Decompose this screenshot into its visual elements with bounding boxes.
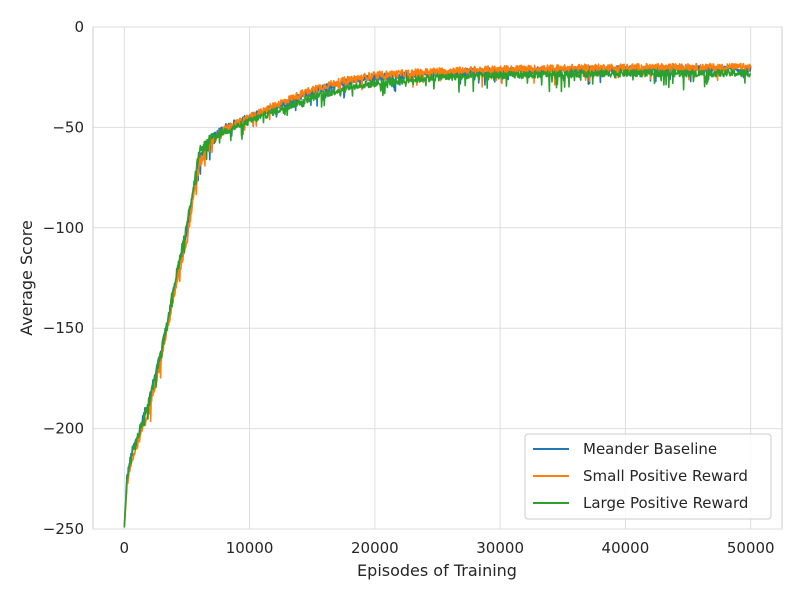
series-line <box>123 68 751 528</box>
y-tick-label: 0 <box>74 18 84 36</box>
legend-label: Small Positive Reward <box>583 467 748 485</box>
legend-label: Meander Baseline <box>583 440 717 458</box>
legend-label: Large Positive Reward <box>583 494 748 512</box>
y-axis-title: Average Score <box>17 220 36 336</box>
y-tick-label: −250 <box>43 520 84 538</box>
y-tick-label: −100 <box>43 219 84 237</box>
legend-box <box>524 433 772 520</box>
x-axis-title: Episodes of Training <box>357 561 517 580</box>
y-tick-label: −200 <box>43 420 84 438</box>
x-tick-label: 40000 <box>602 539 650 557</box>
x-tick-label: 20000 <box>351 539 399 557</box>
x-tick-label: 50000 <box>727 539 775 557</box>
legend: Meander Baseline Small Positive Reward Lar… <box>524 433 772 520</box>
tick-labels: 0 10000 20000 30000 40000 50000 0 −50 −100 −150 −2… <box>43 18 775 557</box>
y-tick-label: −50 <box>52 118 84 136</box>
x-tick-label: 10000 <box>226 539 274 557</box>
y-tick-label: −150 <box>43 319 84 337</box>
x-tick-label: 30000 <box>476 539 524 557</box>
x-tick-label: 0 <box>120 539 130 557</box>
series-layer <box>123 62 752 528</box>
